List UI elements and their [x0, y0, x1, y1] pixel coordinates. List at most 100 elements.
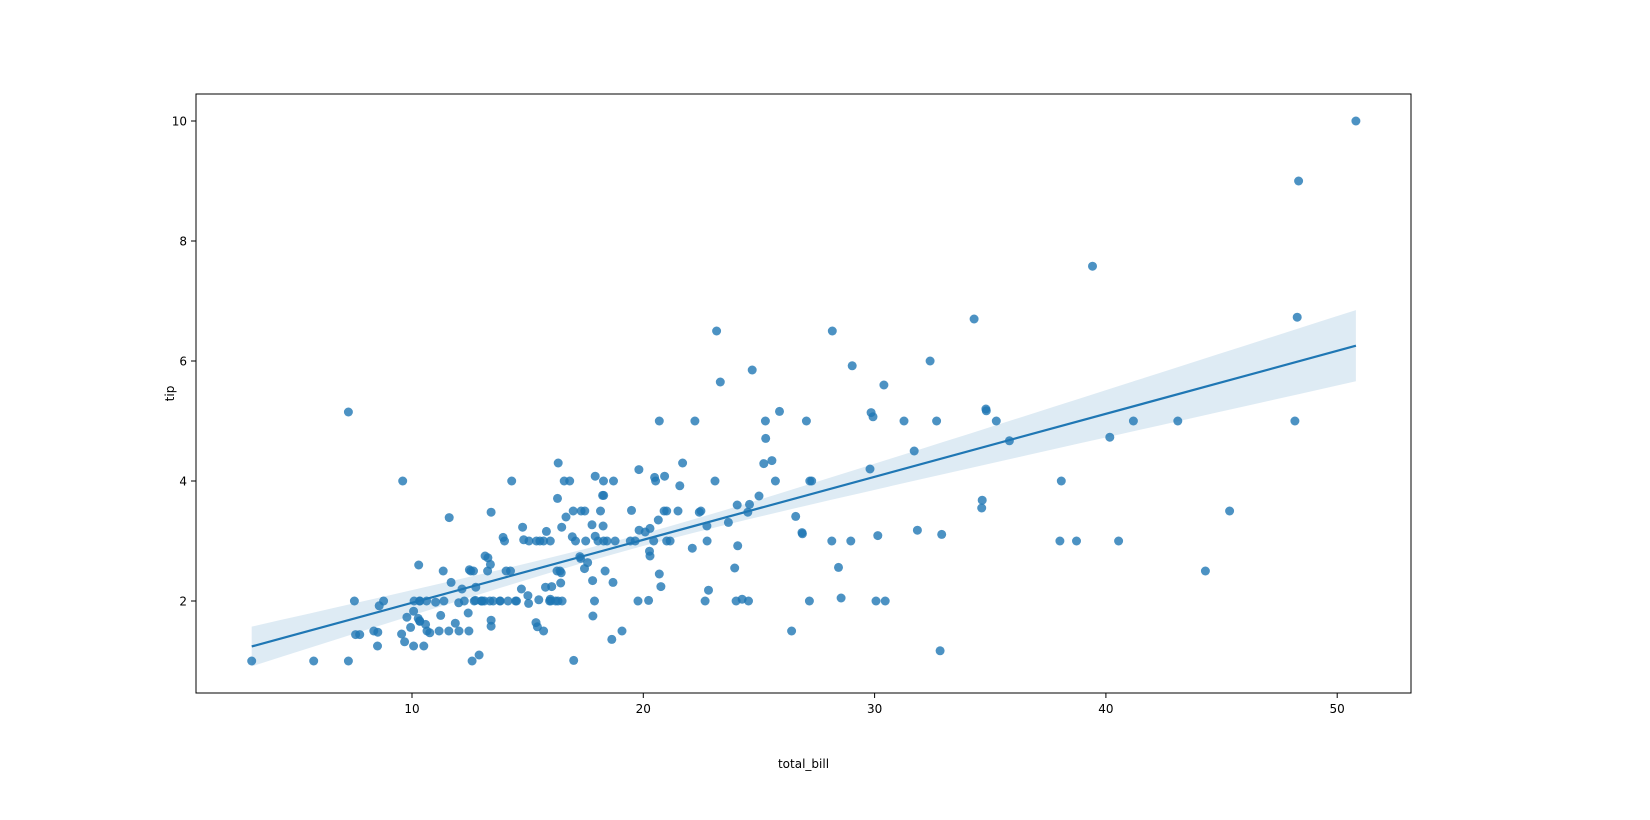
data-point [355, 630, 365, 640]
x-axis-ticks: 10 20 30 40 50 [404, 693, 1345, 716]
data-point [1294, 176, 1304, 186]
y-axis-label: tip [163, 386, 177, 402]
data-point [977, 503, 987, 513]
data-point [531, 618, 541, 628]
data-point [991, 416, 1001, 426]
data-point [873, 531, 883, 541]
data-point [712, 326, 722, 336]
data-point [627, 505, 636, 515]
data-point [1173, 416, 1183, 426]
y-tick-label: 6 [179, 355, 187, 369]
data-point [659, 506, 669, 516]
data-point [444, 626, 454, 636]
data-point [500, 536, 509, 546]
data-point [568, 506, 578, 516]
fit-line [251, 344, 1357, 648]
data-point [343, 407, 353, 417]
data-point [559, 476, 569, 486]
data-point [309, 656, 319, 666]
data-point [534, 595, 544, 605]
data-point [374, 601, 384, 611]
data-point [583, 558, 593, 568]
data-point [846, 536, 856, 546]
data-point [450, 618, 460, 628]
data-point [871, 596, 881, 606]
data-point [912, 525, 922, 535]
data-point [644, 595, 654, 605]
data-point [654, 569, 664, 579]
data-point [791, 511, 801, 521]
x-axis-label: total_bill [778, 757, 829, 771]
data-point [518, 522, 528, 532]
data-point [678, 458, 688, 468]
data-point [760, 416, 770, 426]
data-point [801, 416, 811, 426]
data-point [1088, 261, 1097, 271]
data-point [775, 406, 784, 416]
y-tick-label: 4 [179, 475, 187, 489]
y-axis-ticks: 2 4 6 8 10 [172, 115, 196, 609]
data-point [704, 585, 713, 595]
data-point [523, 591, 533, 601]
data-point [1200, 566, 1210, 576]
data-point [767, 456, 777, 466]
data-point [827, 326, 837, 336]
data-point [747, 365, 757, 375]
data-point [419, 641, 429, 651]
data-point [1225, 506, 1235, 516]
y-tick-label: 10 [172, 115, 187, 129]
data-point [932, 416, 942, 426]
data-point [406, 622, 416, 632]
data-point [935, 646, 945, 656]
data-point [590, 471, 600, 481]
data-point [653, 515, 663, 525]
data-point [581, 536, 591, 546]
data-point [588, 576, 598, 586]
x-tick-label: 50 [1330, 702, 1345, 716]
data-point [402, 612, 412, 622]
data-point [797, 528, 807, 538]
data-point [690, 416, 700, 426]
data-point [937, 529, 947, 539]
data-point [702, 536, 712, 546]
data-point [557, 596, 567, 606]
data-point [431, 597, 441, 607]
data-point [547, 582, 557, 592]
data-point [588, 611, 598, 621]
data-point [369, 626, 379, 636]
data-point [436, 610, 446, 620]
data-point [827, 536, 837, 546]
data-point [488, 596, 498, 606]
data-point [1072, 536, 1081, 546]
data-point [459, 596, 469, 606]
data-point [587, 520, 597, 530]
data-point [662, 536, 672, 546]
data-point [608, 577, 618, 587]
regression-line [251, 344, 1357, 648]
confidence-band [251, 310, 1356, 667]
data-point [511, 596, 521, 606]
x-tick-label: 40 [1098, 702, 1113, 716]
data-point [446, 577, 456, 587]
data-point [545, 536, 555, 546]
data-point [723, 517, 733, 527]
data-point [981, 406, 991, 416]
data-point [640, 527, 650, 537]
ci-band-polygon [251, 310, 1356, 667]
data-point [247, 656, 257, 666]
data-point [865, 464, 875, 474]
data-point [580, 506, 590, 516]
data-point [590, 531, 600, 541]
data-point [486, 507, 496, 517]
data-point [551, 596, 561, 606]
data-point [787, 626, 797, 636]
data-point [398, 476, 408, 486]
data-point [1105, 432, 1115, 442]
data-point [467, 656, 477, 666]
data-point [454, 626, 464, 636]
data-point [524, 536, 534, 546]
data-point [730, 563, 740, 573]
data-point [899, 416, 909, 426]
data-point [596, 506, 605, 516]
data-point [373, 641, 382, 651]
